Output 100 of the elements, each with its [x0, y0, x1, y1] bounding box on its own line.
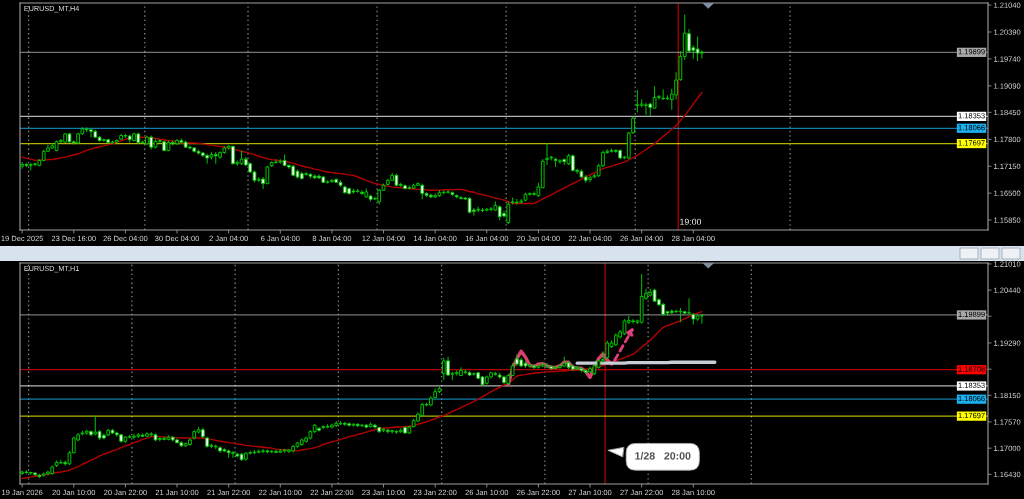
candlestick [411, 183, 416, 190]
candlestick [575, 365, 579, 371]
candlestick [325, 179, 330, 185]
candlestick [24, 162, 29, 168]
candlestick [351, 188, 356, 195]
candlestick [218, 150, 222, 160]
candlestick [84, 429, 89, 436]
candlestick [166, 140, 171, 152]
candlestick [579, 366, 584, 373]
candlestick [562, 157, 567, 166]
candlestick [497, 372, 502, 380]
candlestick [188, 438, 192, 447]
candlestick [24, 469, 29, 475]
candlestick [153, 138, 158, 149]
candlestick [493, 371, 498, 377]
candlestick [583, 368, 588, 375]
candlestick [28, 162, 33, 171]
candlestick [700, 313, 704, 325]
candlestick [381, 427, 386, 433]
candlestick [265, 449, 270, 454]
candlestick [54, 460, 59, 468]
candlestick [317, 426, 321, 433]
candlestick [338, 179, 343, 188]
candlestick [351, 422, 356, 428]
candlestick [136, 432, 141, 439]
candlestick [33, 471, 37, 477]
candlestick [317, 174, 321, 180]
candlestick [454, 370, 459, 377]
candlestick [558, 158, 562, 165]
candlestick [588, 175, 592, 183]
candlestick [385, 428, 390, 434]
candlestick [545, 362, 549, 369]
candlestick [467, 370, 472, 377]
candlestick [661, 89, 666, 101]
candlestick [463, 369, 468, 375]
candlestick [325, 423, 330, 429]
candlestick [467, 196, 472, 214]
candlestick [459, 366, 463, 377]
candlestick [67, 132, 72, 144]
candlestick [519, 357, 524, 368]
candlestick [390, 429, 395, 434]
candlestick [50, 465, 55, 476]
candlestick [295, 169, 300, 180]
annotation: 19:00 [680, 218, 702, 225]
candlestick [162, 140, 166, 152]
candlestick [175, 138, 179, 146]
candlestick [179, 440, 184, 448]
candlestick [566, 360, 571, 370]
candlestick [360, 423, 364, 428]
candlestick [377, 426, 382, 434]
candlestick [183, 442, 188, 448]
candlestick [149, 431, 154, 438]
candlestick [162, 436, 166, 441]
candlestick [20, 161, 25, 170]
candlestick [639, 273, 644, 325]
candlestick [308, 172, 313, 180]
candlestick [484, 375, 489, 386]
candlestick [119, 133, 123, 141]
candlestick [239, 452, 244, 462]
candlestick [338, 420, 343, 426]
candlestick [175, 438, 179, 445]
candlestick [540, 362, 545, 368]
candlestick [472, 371, 476, 377]
candlestick [140, 432, 145, 438]
candlestick [89, 128, 93, 138]
candlestick [484, 207, 489, 212]
candlestick [54, 140, 59, 152]
candlestick [261, 448, 265, 454]
candlestick [437, 189, 442, 198]
candlestick [622, 318, 627, 336]
line-series [21, 311, 703, 480]
candlestick [403, 183, 407, 190]
candlestick [613, 332, 618, 347]
candlestick [93, 415, 98, 436]
candlestick [523, 192, 528, 202]
candlestick [295, 441, 300, 449]
candlestick [695, 36, 700, 62]
candlestick [102, 432, 106, 440]
candlestick [299, 171, 304, 180]
candlestick [278, 158, 283, 165]
candlestick [256, 449, 261, 454]
candlestick [282, 154, 287, 167]
candlestick [454, 193, 459, 199]
candlestick [441, 189, 446, 195]
candlestick [304, 171, 308, 177]
candlestick [179, 137, 184, 145]
candlestick [661, 302, 666, 317]
candlestick [450, 190, 455, 197]
candlestick [609, 147, 614, 154]
candlestick [527, 363, 532, 369]
candlestick [579, 169, 584, 179]
candlestick [687, 297, 691, 315]
candlestick [394, 173, 399, 187]
candlestick [28, 471, 33, 476]
candlestick [119, 433, 123, 444]
candlestick [549, 364, 554, 371]
candlestick [192, 429, 197, 440]
candlestick [188, 145, 192, 151]
candlestick [265, 165, 270, 185]
candlestick [446, 189, 450, 195]
